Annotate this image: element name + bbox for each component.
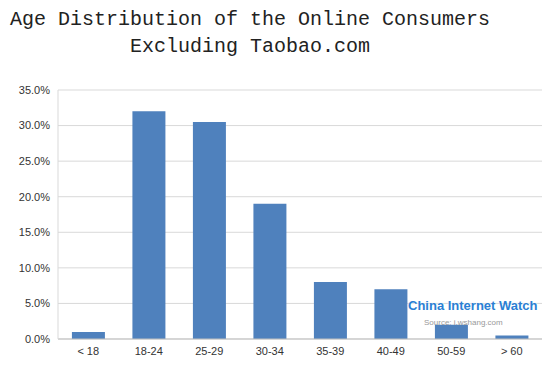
svg-text:25.0%: 25.0%: [19, 155, 50, 167]
html-text:Excluding Taobao.com: Excluding Taobao.com: [130, 35, 370, 58]
html-text:Age Distribution of the Online: Age Distribution of the Online Consumers: [10, 8, 490, 31]
svg-text:40-49: 40-49: [377, 345, 405, 357]
svg-text:15.0%: 15.0%: [19, 226, 50, 238]
svg-text:0.0%: 0.0%: [25, 333, 50, 345]
svg-text:20.0%: 20.0%: [19, 191, 50, 203]
svg-text:35-39: 35-39: [316, 345, 344, 357]
html-text:China Internet Watch: China Internet Watch: [408, 298, 538, 313]
svg-text:> 60: > 60: [501, 345, 523, 357]
svg-text:18-24: 18-24: [135, 345, 163, 357]
html-text:Source: i.wshang.com: Source: i.wshang.com: [424, 318, 503, 327]
svg-text:10.0%: 10.0%: [19, 262, 50, 274]
svg-text:25-29: 25-29: [195, 345, 223, 357]
svg-text:50-59: 50-59: [437, 345, 465, 357]
svg-text:30.0%: 30.0%: [19, 119, 50, 131]
svg-text:35.0%: 35.0%: [19, 84, 50, 96]
svg-text:30-34: 30-34: [256, 345, 284, 357]
svg-text:5.0%: 5.0%: [25, 297, 50, 309]
svg-text:< 18: < 18: [77, 345, 99, 357]
